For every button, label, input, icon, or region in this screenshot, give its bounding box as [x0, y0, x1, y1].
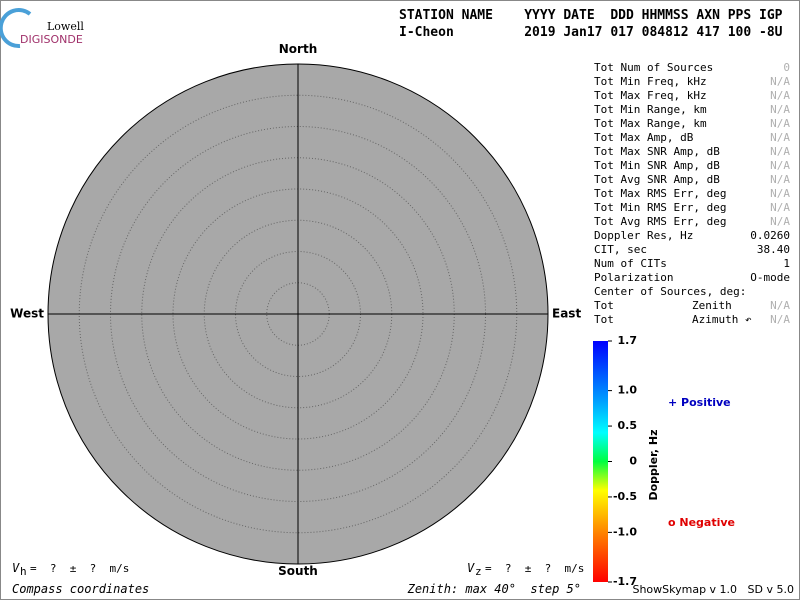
stat-value: N/A	[770, 75, 790, 88]
legend-negative: o Negative	[668, 516, 735, 529]
colorbar-axis: 1.7 1.0 0.5 0 -0.5 -1.0 -1.7	[608, 334, 637, 588]
vh-text: = ? ± ? m/s	[30, 562, 129, 575]
stat-label: Polarization	[594, 271, 673, 284]
stat-field: Zenith	[692, 299, 732, 312]
stat-value: N/A	[770, 145, 790, 158]
stat-label: Tot Max SNR Amp, dB	[594, 145, 720, 158]
logo-line1: Lowell	[47, 20, 84, 33]
stat-value: N/A	[770, 187, 790, 200]
footer-mid: Zenith: max 40° step 5°	[407, 582, 581, 596]
stat-value: 38.40	[757, 243, 790, 256]
logo-line2: DIGISONDE	[20, 33, 83, 46]
west-label: West	[10, 307, 44, 321]
colorbar-label: Doppler, Hz	[647, 429, 660, 500]
stat-label: CIT, sec	[594, 243, 647, 256]
stat-value: N/A	[770, 89, 790, 102]
east-label: East	[552, 307, 581, 321]
stat-value: N/A	[770, 313, 790, 326]
south-label: South	[278, 564, 318, 578]
stat-value: N/A	[770, 299, 790, 312]
colorbar-tick-label: 1.7	[618, 334, 638, 347]
stat-label: Tot	[594, 313, 614, 326]
stat-value: N/A	[770, 103, 790, 116]
stat-label: Doppler Res, Hz	[594, 229, 693, 242]
header-values: I-Cheon 2019 Jan17 017 084812 417 100 -8…	[399, 25, 783, 40]
vz-text: = ? ± ? m/s	[485, 562, 584, 575]
legend-positive: + Positive	[668, 396, 731, 409]
colorbar	[593, 341, 608, 582]
stat-value: N/A	[770, 159, 790, 172]
stat-value: N/A	[770, 131, 790, 144]
colorbar-tick-label: 0.5	[618, 419, 638, 432]
vz-symbol: V	[467, 561, 475, 575]
stats-table: Tot Num of Sources 0 Tot Min Freq, kHz N/A T…	[594, 61, 790, 326]
colorbar-tick-label: -1.7	[613, 575, 637, 588]
stat-label: Tot Min SNR Amp, dB	[594, 159, 720, 172]
stat-label: Tot Max Amp, dB	[594, 131, 694, 144]
vh-sub: h	[20, 565, 27, 578]
stat-value: N/A	[770, 173, 790, 186]
stat-label: Tot Avg SNR Amp, dB	[594, 173, 720, 186]
stat-label: Tot Avg RMS Err, deg	[594, 215, 726, 228]
stat-label: Tot Min Freq, kHz	[594, 75, 707, 88]
header-columns: STATION NAME YYYY DATE DDD HHMMSS AXN PP…	[399, 8, 783, 23]
colorbar-tick-label: -0.5	[613, 490, 637, 503]
footer-right: ShowSkymap v 1.0 SD v 5.0	[632, 583, 794, 596]
north-label: North	[279, 42, 317, 56]
colorbar-tick-label: -1.0	[613, 525, 637, 538]
stat-field: Azimuth ↶	[692, 313, 752, 326]
vz-sub: z	[475, 565, 482, 578]
stat-value: 0.0260	[750, 229, 790, 242]
colorbar-tick-label: 1.0	[618, 384, 638, 397]
stat-label: Tot	[594, 299, 614, 312]
stat-label: Tot Num of Sources	[594, 61, 713, 74]
stat-label: Tot Max Range, km	[594, 117, 707, 130]
stat-label: Tot Min RMS Err, deg	[594, 201, 726, 214]
stat-value: O-mode	[750, 271, 790, 284]
stat-label: Num of CITs	[594, 257, 667, 270]
stat-value: N/A	[770, 117, 790, 130]
stat-label: Center of Sources, deg:	[594, 285, 746, 298]
stat-value: 1	[783, 257, 790, 270]
stat-label: Tot Max Freq, kHz	[594, 89, 707, 102]
colorbar-tick-label: 0	[629, 455, 637, 468]
stat-value: N/A	[770, 201, 790, 214]
stat-label: Tot Min Range, km	[594, 103, 707, 116]
footer-left: Compass coordinates	[12, 582, 149, 596]
stat-value: N/A	[770, 215, 790, 228]
stat-label: Tot Max RMS Err, deg	[594, 187, 726, 200]
logo-arc	[0, 8, 32, 49]
stat-value: 0	[783, 61, 790, 74]
vh-symbol: V	[12, 561, 20, 575]
